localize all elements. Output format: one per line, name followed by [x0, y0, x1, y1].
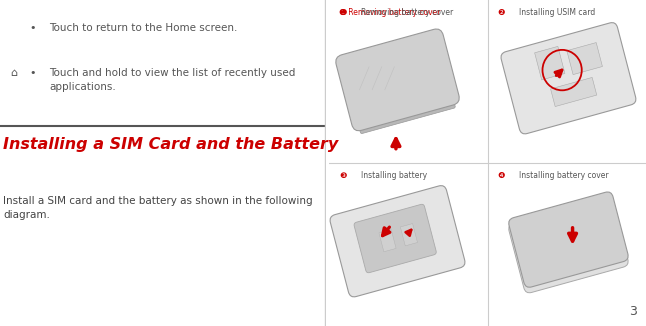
FancyBboxPatch shape	[401, 224, 417, 246]
Text: ❸: ❸	[339, 171, 346, 180]
Text: Installing battery: Installing battery	[361, 171, 427, 180]
FancyBboxPatch shape	[567, 43, 603, 75]
Text: a: a	[415, 217, 420, 223]
Text: Installing USIM card: Installing USIM card	[519, 8, 596, 17]
FancyBboxPatch shape	[336, 29, 459, 131]
Text: Installing a SIM Card and the Battery: Installing a SIM Card and the Battery	[3, 137, 339, 152]
FancyBboxPatch shape	[535, 46, 565, 80]
FancyBboxPatch shape	[379, 230, 396, 252]
Text: Removing battery cover: Removing battery cover	[361, 8, 453, 17]
Text: ❹: ❹	[497, 171, 505, 180]
FancyBboxPatch shape	[550, 78, 597, 107]
FancyBboxPatch shape	[354, 204, 436, 273]
Text: Install a SIM card and the battery as shown in the following
diagram.: Install a SIM card and the battery as sh…	[3, 196, 313, 220]
Text: Touch and hold to view the list of recently used
applications.: Touch and hold to view the list of recen…	[49, 68, 295, 92]
Text: 3: 3	[629, 305, 636, 318]
FancyBboxPatch shape	[509, 198, 628, 293]
FancyBboxPatch shape	[509, 192, 628, 287]
Text: ❶: ❶	[339, 8, 346, 17]
Text: •: •	[29, 23, 36, 33]
FancyBboxPatch shape	[330, 185, 465, 297]
Text: ❷: ❷	[497, 8, 505, 17]
Text: ❶ Removing battery cover: ❶ Removing battery cover	[339, 8, 441, 17]
Text: Installing battery cover: Installing battery cover	[519, 171, 609, 180]
FancyBboxPatch shape	[358, 96, 455, 134]
Text: ⌂: ⌂	[10, 68, 17, 79]
Text: •: •	[29, 68, 36, 79]
Text: b: b	[375, 242, 380, 248]
Text: Touch to return to the Home screen.: Touch to return to the Home screen.	[49, 23, 237, 33]
FancyBboxPatch shape	[501, 22, 636, 134]
